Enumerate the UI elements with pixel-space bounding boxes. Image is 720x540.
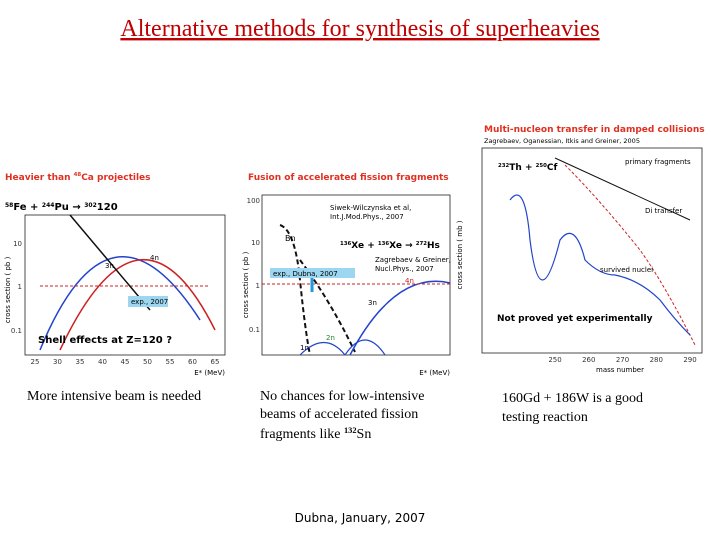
x-tick: 60 <box>188 358 197 366</box>
ref: Nucl.Phys., 2007 <box>375 265 434 273</box>
label: 3n <box>105 262 114 270</box>
y-tick: 0.1 <box>249 326 260 334</box>
ref: Int.J.Mod.Phys., 2007 <box>330 213 404 221</box>
x-tick: 30 <box>53 358 62 366</box>
exp-box <box>128 296 168 307</box>
y-axis-label: cross section ( pb ) <box>242 251 250 318</box>
caption: No chances for low-intensive <box>260 389 424 404</box>
x-tick: 45 <box>121 358 130 366</box>
curve <box>279 224 311 356</box>
caption: beams of accelerated fission <box>260 407 418 422</box>
panel-title: Fusion of accelerated fission fragments <box>248 173 449 183</box>
caption: More intensive beam is needed <box>27 389 201 404</box>
label: exp., 2007 <box>131 298 168 306</box>
x-tick: 260 <box>582 356 595 364</box>
x-tick: 35 <box>76 358 85 366</box>
label: Di transfer <box>645 207 682 215</box>
reaction: 58Fe + 244Pu → 302120 <box>5 202 118 213</box>
caption: testing reaction <box>502 410 588 425</box>
x-tick: 270 <box>616 356 629 364</box>
y-tick: 1 <box>18 283 22 291</box>
label: primary fragments <box>625 158 691 166</box>
y-axis-label: cross section ( mb ) <box>456 220 464 289</box>
exp-box <box>270 268 355 278</box>
label: 1n <box>300 344 309 352</box>
label: 2n <box>326 334 335 342</box>
y-tick: 10 <box>251 239 260 247</box>
x-tick: 55 <box>166 358 175 366</box>
x-axis-label: E* (MeV) <box>419 369 450 377</box>
y-tick: 100 <box>247 197 260 205</box>
ref: Siwek-Wilczynska et al, <box>330 204 411 212</box>
y-axis-label: cross section ( pb ) <box>4 256 12 323</box>
plot-frame <box>481 147 703 354</box>
caption: 160Gd + 186W is a good <box>502 391 643 406</box>
arrow <box>69 214 151 311</box>
y-tick: 0.1 <box>11 327 22 335</box>
panel-2: Fusion of accelerated fission fragments … <box>242 173 451 442</box>
label: survived nuclei <box>600 266 653 274</box>
curve <box>564 164 696 346</box>
x-tick: 65 <box>211 358 220 366</box>
label: Bn <box>285 234 296 243</box>
curve <box>59 259 216 351</box>
label: 3n <box>368 299 377 307</box>
label: 4n <box>150 254 159 262</box>
y-tick: 1 <box>256 282 260 290</box>
ref: Zagrebaev, Oganessian, Itkis and Greiner… <box>484 137 640 145</box>
x-tick: 25 <box>31 358 40 366</box>
ref: Zagrebaev & Greiner, <box>375 256 451 264</box>
x-ticks: 250 260 270 280 290 <box>548 356 696 364</box>
curve <box>349 280 451 356</box>
y-tick: 10 <box>13 240 22 248</box>
panel-1: Heavier than 48Ca projectiles 58Fe + 244… <box>4 172 226 404</box>
x-tick: 280 <box>650 356 663 364</box>
reaction: 136Xe + 136Xe → 272Hs <box>340 241 440 251</box>
x-tick: 50 <box>143 358 152 366</box>
x-ticks: 25 30 35 40 45 50 55 60 65 <box>31 358 220 366</box>
curve <box>509 194 691 336</box>
plot-frame <box>24 214 226 356</box>
label: exp., Dubna, 2007 <box>273 270 338 278</box>
panel-title: Heavier than 48Ca projectiles <box>5 172 151 183</box>
x-tick: 250 <box>548 356 561 364</box>
footer: Dubna, January, 2007 <box>295 511 426 525</box>
curve <box>299 339 386 356</box>
curve <box>554 157 691 221</box>
caption: fragments like 132Sn <box>260 426 371 442</box>
plot-frame <box>261 194 451 356</box>
label: 4n <box>405 277 414 285</box>
reaction: 232Th + 250Cf <box>498 163 557 173</box>
note: Shell effects at Z=120 ? <box>38 335 172 346</box>
slide-title: Alternative methods for synthesis of sup… <box>120 16 599 42</box>
x-axis-label: E* (MeV) <box>194 369 225 377</box>
note: Not proved yet experimentally <box>497 314 653 324</box>
x-tick: 290 <box>683 356 696 364</box>
x-tick: 40 <box>98 358 107 366</box>
curve <box>39 256 201 351</box>
panel-title: Multi-nucleon transfer in damped collisi… <box>484 125 705 135</box>
panel-3: Multi-nucleon transfer in damped collisi… <box>456 125 705 425</box>
x-axis-label: mass number <box>596 366 644 374</box>
